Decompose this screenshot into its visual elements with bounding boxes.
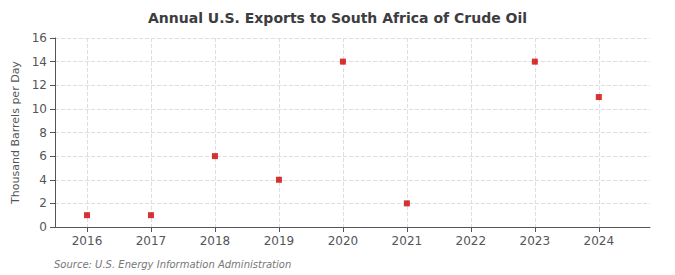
svg-text:6: 6 — [39, 149, 47, 163]
svg-text:Thousand Barrels per Day: Thousand Barrels per Day — [9, 61, 22, 205]
svg-text:2: 2 — [39, 196, 47, 210]
svg-text:2016: 2016 — [72, 234, 103, 248]
svg-text:2022: 2022 — [456, 234, 487, 248]
svg-text:2020: 2020 — [328, 234, 359, 248]
svg-text:2021: 2021 — [392, 234, 423, 248]
svg-text:2017: 2017 — [136, 234, 167, 248]
svg-text:Source: U.S. Energy Informatio: Source: U.S. Energy Information Administ… — [54, 259, 291, 270]
svg-text:2018: 2018 — [200, 234, 231, 248]
svg-text:12: 12 — [32, 78, 47, 92]
svg-text:14: 14 — [32, 55, 47, 69]
svg-text:Annual U.S. Exports to South A: Annual U.S. Exports to South Africa of C… — [148, 10, 527, 26]
svg-text:4: 4 — [39, 173, 47, 187]
svg-text:0: 0 — [39, 220, 47, 234]
svg-text:16: 16 — [32, 31, 47, 45]
svg-text:2019: 2019 — [264, 234, 295, 248]
svg-text:2023: 2023 — [520, 234, 551, 248]
svg-text:8: 8 — [39, 126, 47, 140]
svg-text:10: 10 — [32, 102, 47, 116]
svg-text:2024: 2024 — [584, 234, 615, 248]
